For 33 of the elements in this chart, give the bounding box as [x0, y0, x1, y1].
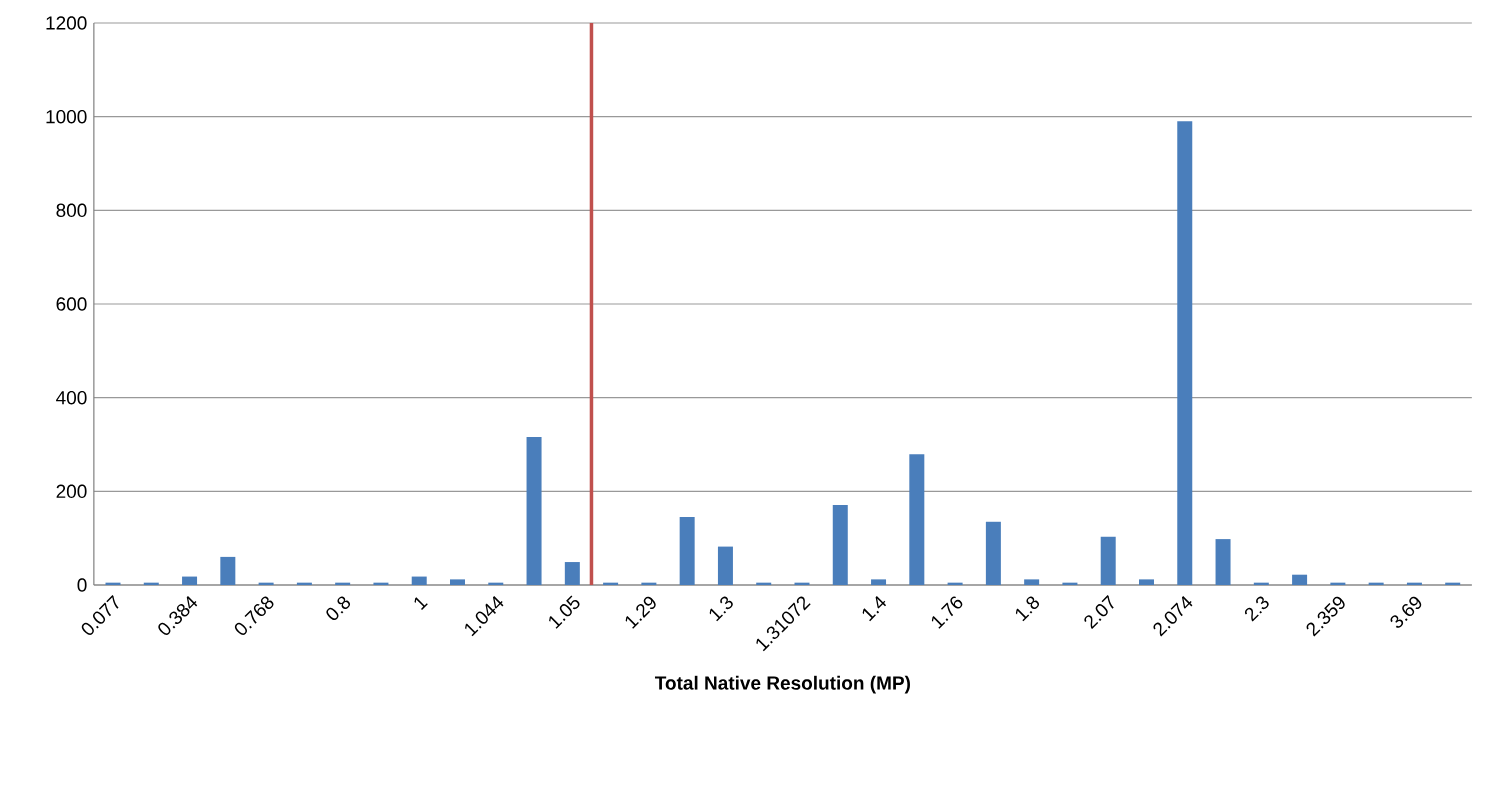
x-tick-label: 1.4	[862, 595, 887, 622]
bar	[1215, 539, 1231, 585]
bar	[450, 579, 465, 585]
y-tick-label: 400	[56, 390, 87, 405]
y-tick-label: 200	[56, 484, 87, 499]
x-tick-label: 2.3	[1244, 596, 1269, 622]
x-tick-label: 0.8	[326, 596, 351, 620]
bar	[1024, 579, 1040, 585]
bar	[182, 576, 198, 585]
bar	[1177, 121, 1193, 585]
bar	[1138, 579, 1154, 585]
bar	[717, 546, 733, 585]
bar	[526, 437, 542, 585]
bar	[564, 562, 580, 585]
bar	[1292, 574, 1308, 585]
y-tick-label: 1200	[46, 16, 87, 30]
x-tick-label: 1	[414, 597, 428, 610]
bar	[871, 579, 887, 585]
x-axis-title: Total Native Resolution (MP)	[654, 675, 910, 694]
y-tick-label: 0	[77, 578, 87, 592]
bar	[679, 517, 695, 585]
bar	[220, 556, 236, 585]
x-tick-label: 1.3	[709, 596, 733, 622]
bar	[909, 454, 925, 585]
bar	[985, 521, 1001, 585]
x-tick-label: 3.69	[1390, 596, 1422, 628]
y-tick-label: 600	[56, 297, 87, 311]
bar	[411, 576, 427, 585]
y-tick-label: 800	[56, 203, 87, 218]
x-tick-label: 1.8	[1015, 596, 1040, 622]
bar	[832, 504, 848, 585]
bar	[1100, 536, 1116, 585]
y-tick-label: 1000	[46, 109, 87, 124]
